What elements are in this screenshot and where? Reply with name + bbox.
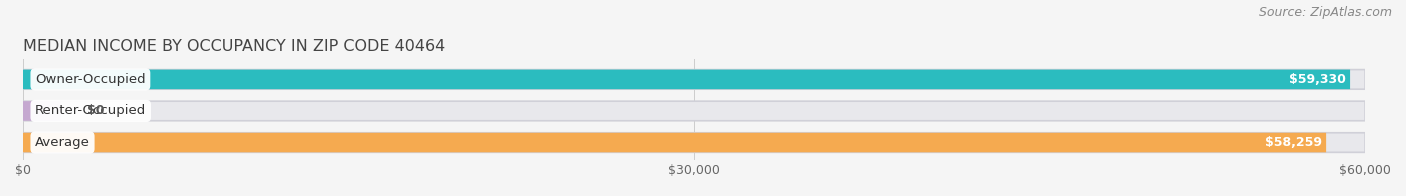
FancyBboxPatch shape: [22, 70, 1365, 89]
FancyBboxPatch shape: [22, 101, 1365, 121]
FancyBboxPatch shape: [22, 101, 60, 121]
Text: $0: $0: [87, 104, 105, 117]
Text: Renter-Occupied: Renter-Occupied: [35, 104, 146, 117]
Text: $59,330: $59,330: [1289, 73, 1346, 86]
Text: $58,259: $58,259: [1265, 136, 1322, 149]
FancyBboxPatch shape: [22, 133, 1365, 152]
FancyBboxPatch shape: [22, 133, 1326, 152]
Text: Source: ZipAtlas.com: Source: ZipAtlas.com: [1258, 6, 1392, 19]
FancyBboxPatch shape: [22, 70, 1350, 89]
Text: MEDIAN INCOME BY OCCUPANCY IN ZIP CODE 40464: MEDIAN INCOME BY OCCUPANCY IN ZIP CODE 4…: [22, 39, 446, 54]
Text: Average: Average: [35, 136, 90, 149]
Text: Owner-Occupied: Owner-Occupied: [35, 73, 146, 86]
